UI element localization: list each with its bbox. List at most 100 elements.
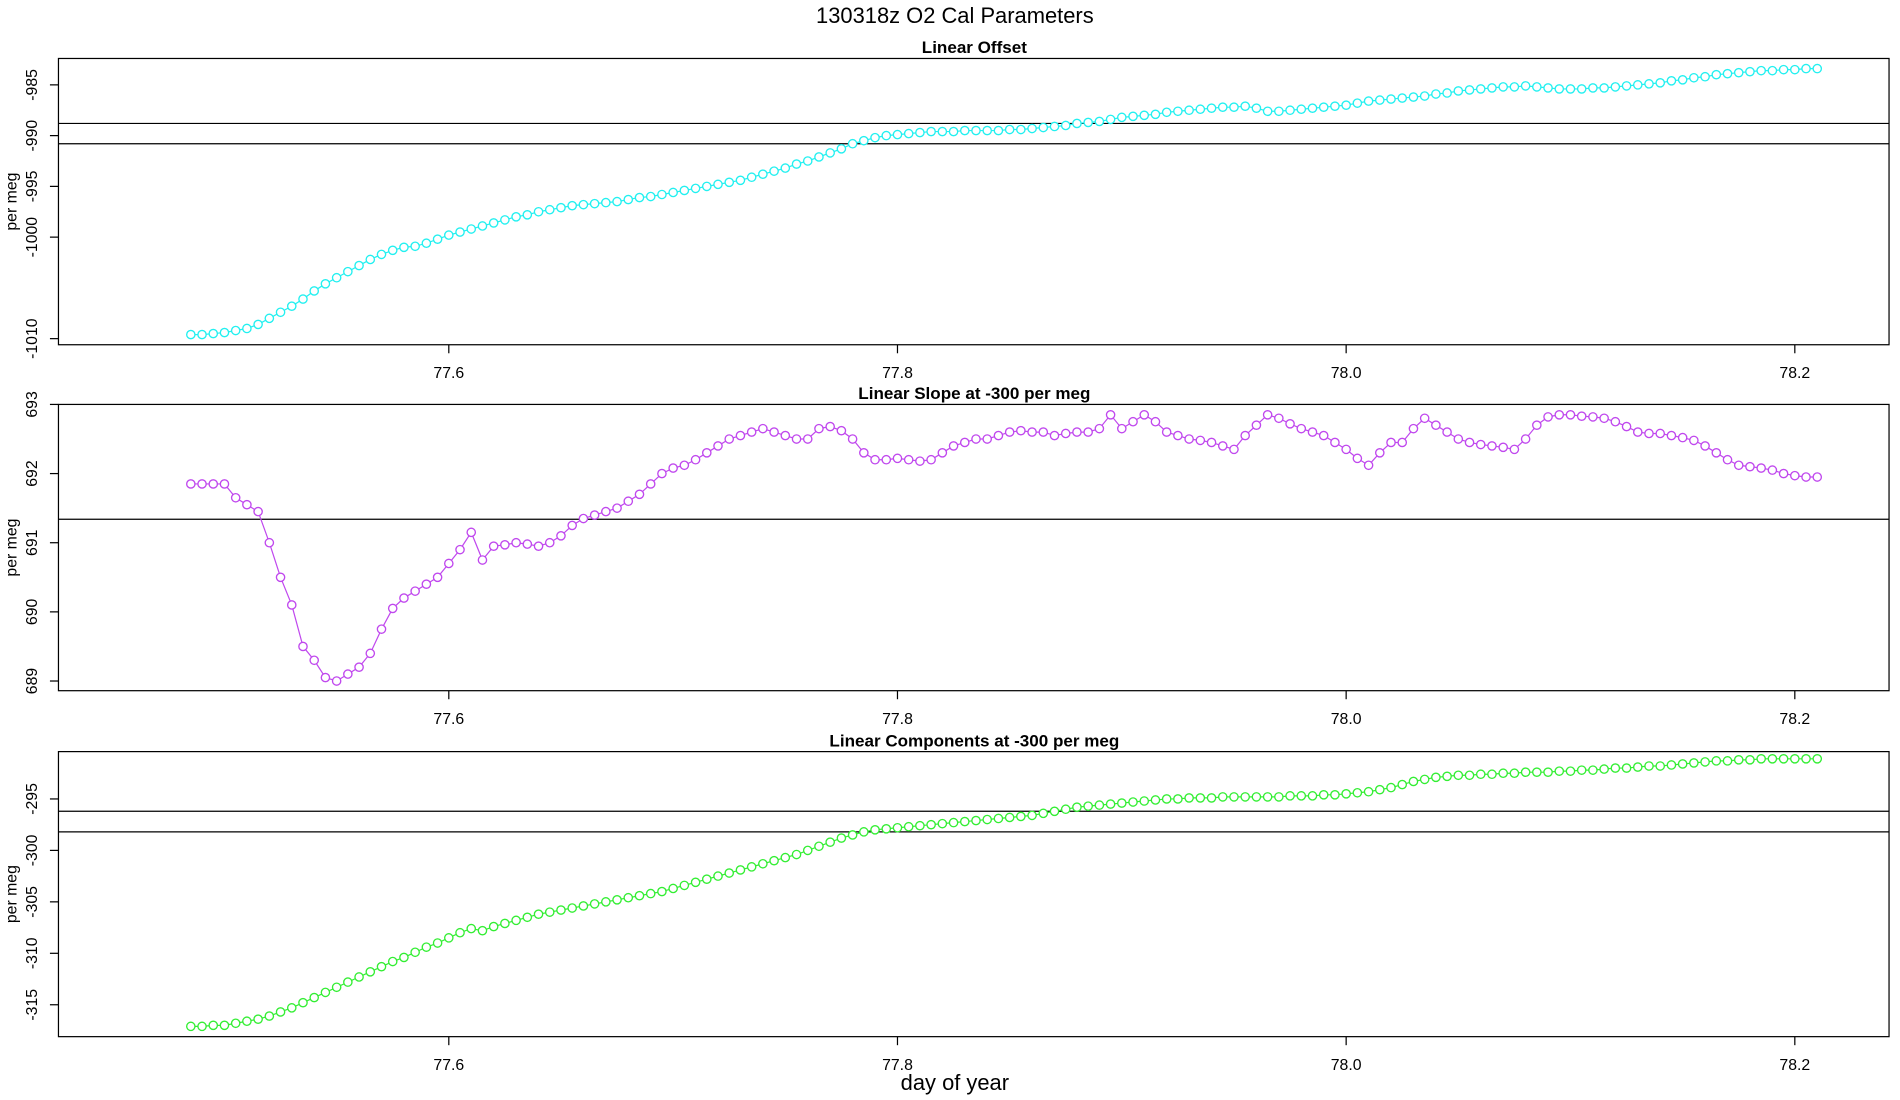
data-point [1632, 427, 1643, 437]
data-point [623, 194, 634, 205]
data-point [612, 503, 622, 513]
data-point [1128, 797, 1138, 807]
data-point [208, 1020, 219, 1031]
data-point [1229, 102, 1239, 113]
data-point [511, 537, 521, 548]
data-point [1487, 83, 1497, 93]
data-point [1027, 123, 1037, 134]
data-point [780, 852, 791, 863]
data-point [959, 816, 970, 827]
data-point [1195, 435, 1206, 446]
data-point [1711, 756, 1722, 766]
data-point [1453, 86, 1464, 96]
data-point [1016, 124, 1026, 135]
data-point [758, 858, 768, 869]
data-point [399, 593, 409, 603]
data-point [1161, 794, 1172, 804]
data-point [1689, 758, 1699, 768]
data-point [791, 159, 802, 169]
data-point [881, 454, 892, 465]
data-point [1576, 411, 1587, 421]
data-point [746, 427, 757, 437]
data-point [186, 1021, 196, 1032]
data-point [825, 148, 835, 158]
data-point [1621, 763, 1632, 773]
data-point [1632, 80, 1643, 90]
x-tick-label: 77.6 [433, 365, 464, 382]
data-point [1543, 767, 1553, 777]
data-point [735, 175, 746, 186]
data-point [645, 191, 656, 202]
data-point [1666, 760, 1677, 770]
y-tick-label: -305 [24, 886, 41, 918]
data-point [1083, 801, 1093, 811]
data-point [1532, 767, 1542, 777]
data-point [1419, 91, 1430, 101]
data-point [1790, 753, 1800, 764]
data-point [286, 301, 297, 311]
data-point [567, 200, 578, 211]
data-point [1184, 793, 1194, 803]
data-point [567, 520, 578, 531]
x-tick-label: 78.0 [1331, 365, 1362, 382]
data-point [1038, 808, 1049, 819]
data-point [780, 163, 791, 173]
data-point [802, 156, 813, 166]
data-point [286, 600, 297, 610]
data-point [1397, 93, 1408, 103]
data-point [230, 1018, 241, 1029]
data-point [859, 135, 869, 146]
data-point [1240, 792, 1251, 802]
panel-title: Linear Components at -300 per meg [829, 731, 1119, 750]
data-point [1498, 442, 1508, 453]
data-point [1644, 761, 1654, 771]
data-point [1565, 84, 1576, 94]
data-point [937, 126, 948, 137]
data-point [365, 254, 376, 265]
data-point [331, 676, 342, 686]
data-point [735, 865, 746, 875]
data-point [466, 527, 477, 538]
data-point [657, 189, 667, 200]
data-point [1251, 792, 1262, 802]
data-point [387, 603, 398, 614]
x-tick-label: 78.0 [1331, 711, 1362, 728]
data-point [1206, 437, 1217, 448]
data-point [1105, 114, 1116, 125]
data-point [309, 992, 320, 1003]
data-point [1543, 412, 1553, 422]
data-point [500, 918, 510, 929]
data-point [1161, 427, 1172, 437]
data-point [331, 272, 342, 283]
data-point [1296, 104, 1307, 115]
data-point [556, 202, 566, 213]
data-point [1576, 765, 1587, 775]
data-point [253, 319, 263, 330]
data-point [1341, 100, 1351, 110]
data-point [892, 453, 903, 464]
data-point [1285, 418, 1295, 429]
data-point [421, 238, 432, 249]
data-point [1330, 101, 1340, 111]
data-point [1251, 103, 1262, 114]
data-point [982, 814, 993, 825]
data-point [679, 185, 690, 196]
data-point [1599, 764, 1609, 774]
data-point [230, 325, 241, 336]
data-point [455, 544, 465, 555]
data-point [298, 641, 308, 652]
data-point [679, 880, 690, 891]
data-point [1083, 117, 1093, 128]
data-point [1072, 802, 1082, 812]
data-point [1655, 78, 1666, 88]
data-point [1397, 437, 1408, 448]
data-point [690, 454, 701, 465]
data-point [825, 421, 835, 432]
data-point [1801, 472, 1811, 482]
data-point [847, 138, 858, 149]
data-point [1487, 441, 1497, 451]
data-point [971, 125, 981, 136]
data-point [1801, 753, 1811, 764]
data-point [1666, 430, 1677, 441]
data-point [802, 434, 813, 444]
